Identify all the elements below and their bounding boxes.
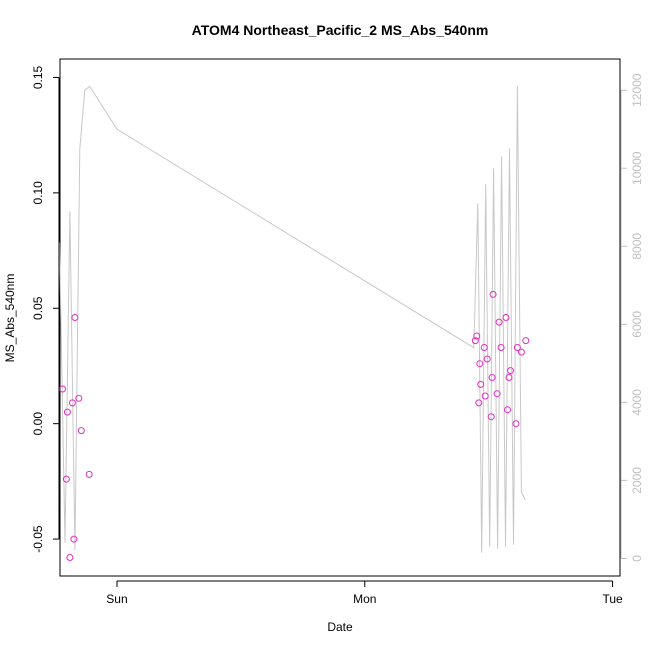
data-point [513, 344, 521, 351]
right-y-tick-label: 12000 [630, 73, 644, 107]
data-point [68, 399, 76, 407]
y-tick-label: 0.10 [31, 181, 45, 205]
data-point [489, 290, 497, 298]
data-point [475, 399, 483, 407]
right-y-axis: 0 2000 4000 6000 8000 10000 12000 [620, 73, 644, 562]
data-point [476, 360, 484, 368]
y-tick-label: 0.00 [31, 412, 45, 436]
data-point [507, 367, 514, 375]
data-point [473, 332, 481, 340]
right-y-tick-label: 10000 [630, 151, 644, 185]
data-point [495, 318, 503, 326]
right-y-tick-label: 2000 [630, 467, 644, 494]
y-tick-label: 0.15 [31, 65, 45, 89]
x-tick-label: Sun [106, 592, 127, 606]
data-point [481, 392, 489, 400]
data-point [483, 355, 491, 363]
chart-title: ATOM4 Northeast_Pacific_2 MS_Abs_540nm [192, 22, 489, 38]
y-axis-label: MS_Abs_540nm [3, 274, 17, 363]
x-axis-label: Date [327, 620, 353, 634]
x-tick-label: Tue [602, 592, 623, 606]
data-point [522, 337, 530, 345]
data-point [493, 390, 501, 398]
data-point [63, 408, 71, 416]
y-tick-label: 0.05 [31, 296, 45, 320]
data-point [471, 337, 479, 345]
plot-frame [59, 58, 621, 577]
points-layer [59, 290, 530, 561]
x-axis: Sun Mon Tue [106, 580, 623, 606]
data-point [487, 413, 495, 421]
depth-series-layer [59, 85, 526, 553]
x-tick-label: Mon [353, 592, 376, 606]
data-point [512, 420, 520, 428]
data-point [70, 535, 78, 543]
right-y-tick-label: 6000 [630, 311, 644, 338]
data-point [505, 374, 513, 381]
right-y-tick-label: 8000 [630, 233, 644, 260]
data-point [504, 406, 511, 414]
data-point [62, 475, 70, 483]
data-point [85, 470, 93, 478]
data-point [71, 314, 79, 321]
data-point [75, 394, 83, 402]
data-point [477, 380, 485, 388]
data-point [497, 344, 505, 351]
y-tick-label: -0.05 [31, 525, 45, 553]
right-y-tick-label: 4000 [630, 389, 644, 416]
y-axis: -0.05 0.00 0.05 0.10 0.15 [31, 65, 60, 553]
data-point [488, 374, 496, 381]
data-point [77, 427, 85, 435]
data-point [480, 344, 488, 351]
data-point [66, 554, 74, 561]
depth-line [59, 85, 526, 553]
right-y-tick-label: 0 [630, 555, 644, 562]
data-point [502, 314, 510, 321]
data-point [517, 348, 525, 356]
